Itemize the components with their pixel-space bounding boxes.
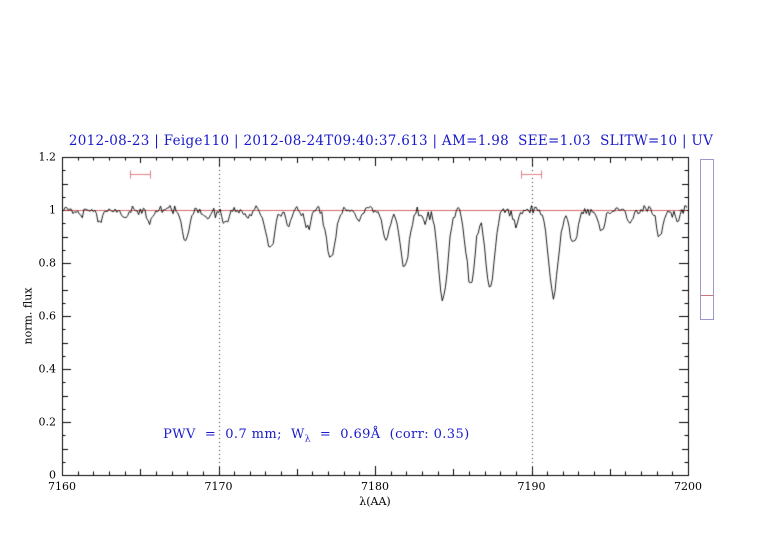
- x-axis-label: λ(AA): [359, 495, 391, 508]
- y-tick-label: 1: [49, 203, 56, 217]
- x-tick-label: 7200: [674, 480, 702, 493]
- y-tick-label: 1.2: [38, 150, 57, 164]
- y-tick-label: 0.8: [38, 256, 57, 270]
- pwv-annotation-lambda-subscript: λ: [304, 434, 311, 445]
- y-tick-label: 0: [49, 468, 56, 482]
- x-tick-label: 7180: [361, 480, 389, 493]
- x-tick-label: 7160: [48, 480, 76, 493]
- pwv-annotation-prefix: PWV = 0.7 mm; W: [163, 427, 305, 442]
- slit-indicator-red-tick: [701, 295, 713, 296]
- pwv-annotation-suffix: = 0.69Å (corr: 0.35): [310, 427, 470, 442]
- pwv-annotation: PWV = 0.7 mm; Wλ = 0.69Å (corr: 0.35): [145, 412, 470, 460]
- slit-indicator-panel: [700, 159, 714, 320]
- y-tick-label: 0.6: [38, 309, 57, 323]
- x-tick-label: 7170: [204, 480, 233, 493]
- y-tick-label: 0.4: [38, 362, 57, 376]
- y-axis-label: norm. flux: [21, 287, 35, 345]
- x-tick-label: 7190: [517, 480, 546, 493]
- y-tick-label: 0.2: [38, 415, 57, 429]
- plot-title: 2012-08-23 | Feige110 | 2012-08-24T09:40…: [68, 133, 714, 149]
